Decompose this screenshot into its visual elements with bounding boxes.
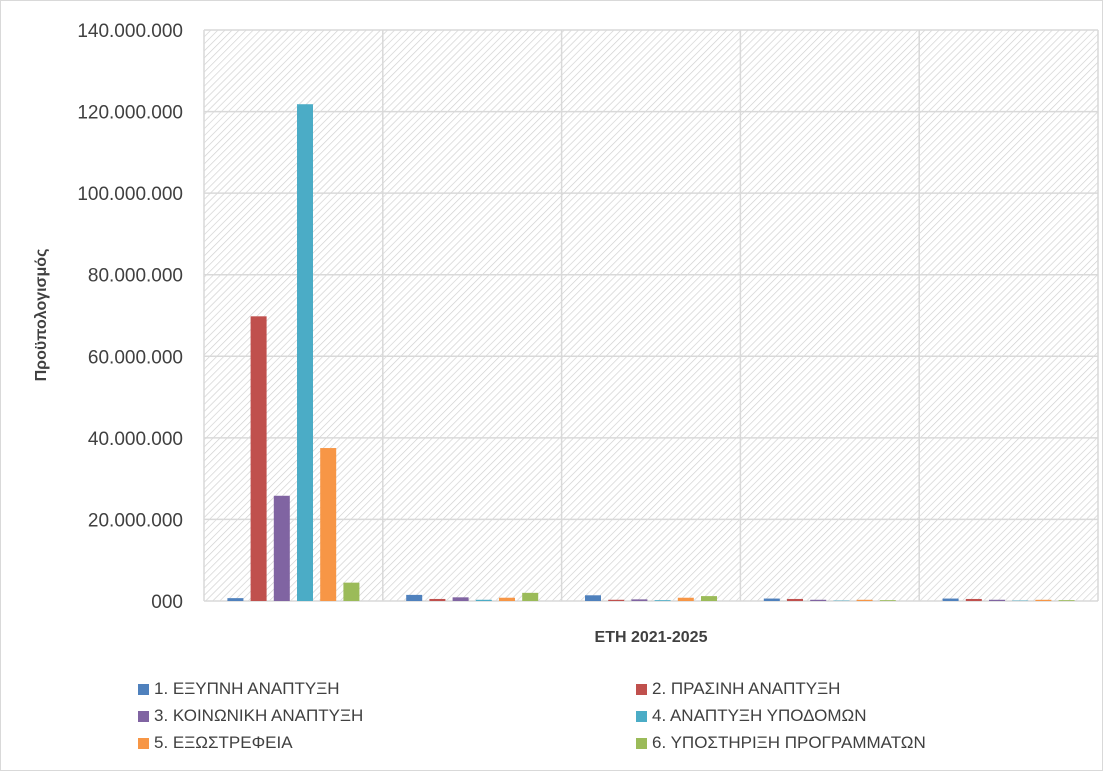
bar-series3-cat5 [989, 599, 1005, 601]
legend-entry-5: 5. ΕΞΩΣΤΡΕΦΕΙΑ [138, 730, 636, 756]
legend-entry-4: 4. ΑΝΑΠΤΥΞΗ ΥΠΟΔΟΜΩΝ [636, 703, 996, 729]
bar-series2-cat2 [429, 598, 446, 601]
bars [227, 104, 1075, 601]
y-tick-label-6: 120.000.000 [77, 103, 183, 124]
legend-entry-3: 3. ΚΟΙΝΩΝΙΚΗ ΑΝΑΠΤΥΞΗ [138, 703, 636, 729]
bar-series2-cat4 [787, 598, 803, 601]
bar-series5-cat5 [1035, 599, 1052, 601]
legend-swatch-5 [138, 737, 149, 749]
legend-swatch-1 [138, 683, 149, 695]
y-tick-label-0: 000 [151, 592, 183, 613]
bar-series5-cat3 [677, 597, 694, 601]
bar-series6-cat3 [701, 596, 717, 601]
legend-swatch-6 [636, 737, 647, 749]
bar-series6-cat4 [879, 600, 896, 601]
bar-series6-cat1 [343, 582, 360, 601]
bar-series3-cat1 [273, 495, 290, 601]
legend-label-2: 2. ΠΡΑΣΙΝΗ ΑΝΑΠΤΥΞΗ [652, 679, 841, 698]
bar-series4-cat2 [475, 599, 492, 601]
legend-label-1: 1. ΕΞΥΠΝΗ ΑΝΑΠΤΥΞΗ [154, 679, 340, 698]
legend-label-6: 6. ΥΠΟΣΤΗΡΙΞΗ ΠΡΟΓΡΑΜΜΑΤΩΝ [652, 733, 926, 752]
y-axis-tick-labels: 000 20.000.000 40.000.000 60.000.000 80.000.… [77, 21, 183, 613]
legend-swatch-3 [138, 710, 149, 722]
bar-series5-cat2 [499, 597, 515, 601]
y-tick-label-4: 80.000.000 [88, 266, 183, 287]
y-tick-label-7: 140.000.000 [77, 21, 183, 42]
y-tick-label-3: 60.000.000 [88, 347, 183, 368]
bar-series1-cat1 [227, 598, 244, 601]
bar-series4-cat3 [654, 600, 671, 601]
bar-series4-cat1 [297, 104, 313, 601]
legend-label-4: 4. ΑΝΑΠΤΥΞΗ ΥΠΟΔΟΜΩΝ [652, 706, 867, 725]
legend-swatch-2 [636, 683, 647, 695]
legend: 1. ΕΞΥΠΝΗ ΑΝΑΠΤΥΞΗ 2. ΠΡΑΣΙΝΗ ΑΝΑΠΤΥΞΗ 3. … [138, 676, 998, 756]
legend-entry-2: 2. ΠΡΑΣΙΝΗ ΑΝΑΠΤΥΞΗ [636, 676, 996, 702]
plot-area [204, 30, 1098, 601]
y-tick-label-2: 40.000.000 [88, 429, 183, 450]
x-axis-title: ΕΤΗ 2021-2025 [595, 629, 708, 646]
bar-series2-cat3 [608, 599, 625, 601]
bar-series1-cat4 [763, 598, 780, 601]
bar-series2-cat1 [250, 316, 267, 601]
bar-series1-cat3 [585, 595, 601, 601]
legend-label-3: 3. ΚΟΙΝΩΝΙΚΗ ΑΝΑΠΤΥΞΗ [154, 706, 364, 725]
legend-swatch-4 [636, 710, 647, 722]
bar-series5-cat1 [320, 448, 337, 601]
y-tick-label-1: 20.000.000 [88, 510, 183, 531]
bar-series2-cat5 [965, 598, 982, 601]
y-axis-title: Προϋπολογισμός [33, 249, 50, 382]
y-tick-label-5: 100.000.000 [77, 184, 183, 205]
bar-series3-cat2 [452, 597, 469, 601]
bar-series6-cat5 [1058, 600, 1075, 601]
bar-series5-cat4 [856, 599, 873, 601]
bar-series3-cat3 [631, 599, 648, 601]
legend-label-5: 5. ΕΞΩΣΤΡΕΦΕΙΑ [154, 733, 293, 752]
bar-series3-cat4 [810, 599, 827, 601]
legend-entry-1: 1. ΕΞΥΠΝΗ ΑΝΑΠΤΥΞΗ [138, 676, 636, 702]
bar-series6-cat2 [522, 592, 539, 601]
bar-series1-cat2 [406, 594, 423, 601]
bar-series1-cat5 [942, 598, 959, 601]
legend-entry-6: 6. ΥΠΟΣΤΗΡΙΞΗ ΠΡΟΓΡΑΜΜΑΤΩΝ [636, 730, 996, 756]
